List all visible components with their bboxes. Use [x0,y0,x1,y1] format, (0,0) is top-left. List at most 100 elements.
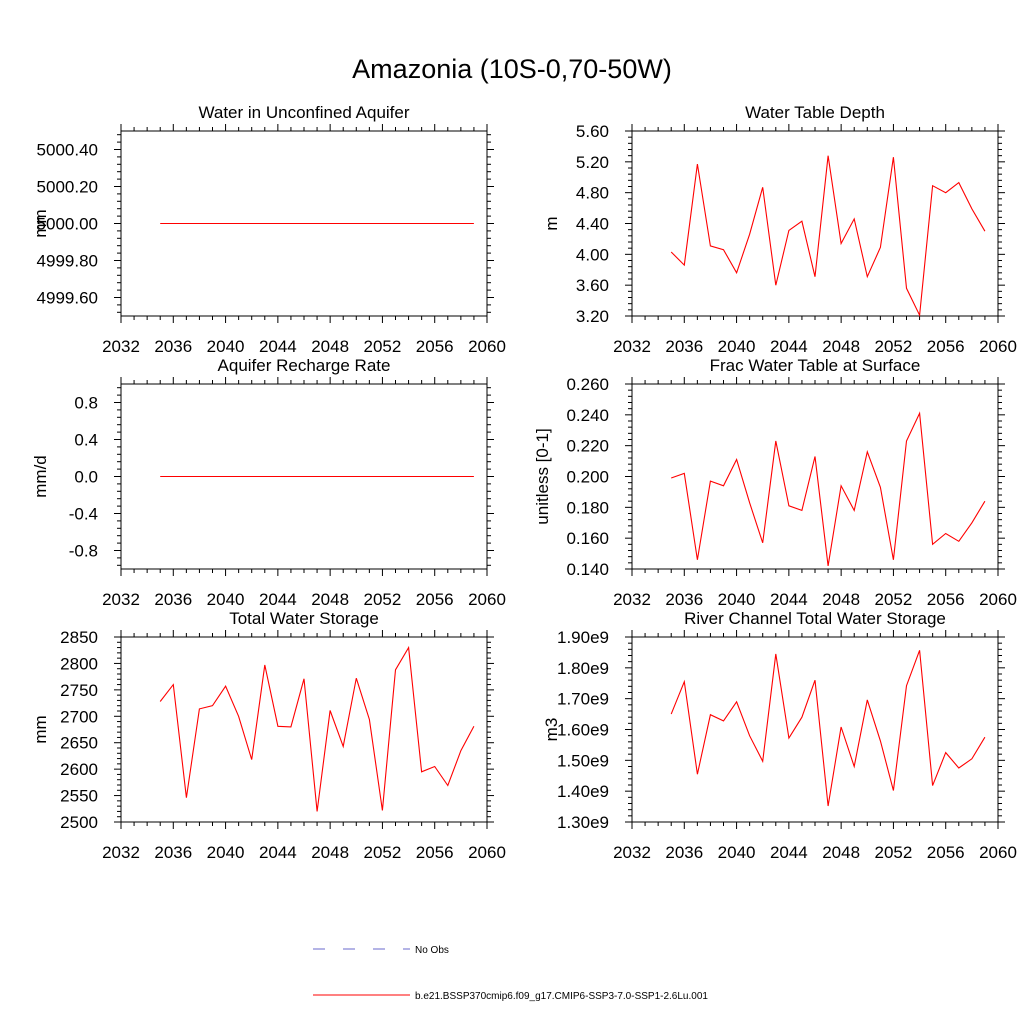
y-tick-label: 0.8 [74,394,98,413]
y-tick-label: 1.90e9 [557,628,609,647]
chart-title: Water Table Depth [745,103,885,122]
x-tick-label: 2044 [259,337,297,356]
y-tick-label: 2600 [60,760,98,779]
x-tick-label: 2052 [364,337,402,356]
x-tick-label: 2044 [259,590,297,609]
x-tick-label: 2036 [154,337,192,356]
y-tick-label: 5000.20 [37,178,98,197]
y-tick-label: -0.8 [69,542,98,561]
x-tick-label: 2036 [665,843,703,862]
page-title: Amazonia (10S-0,70-50W) [352,54,672,84]
chart-title: Total Water Storage [229,609,379,628]
chart-title: Water in Unconfined Aquifer [198,103,409,122]
x-tick-label: 2052 [875,337,913,356]
y-tick-label: 0.260 [566,375,609,394]
y-tick-label: 0.4 [74,431,98,450]
y-axis-label: mm [31,715,50,743]
x-tick-label: 2044 [770,337,808,356]
y-tick-label: 2550 [60,787,98,806]
series-line-1 [670,650,986,807]
x-tick-label: 2040 [207,843,245,862]
x-tick-label: 2036 [154,843,192,862]
x-tick-label: 2040 [718,337,756,356]
x-tick-label: 2056 [927,590,965,609]
x-tick-label: 2056 [927,843,965,862]
plot-frame [631,130,999,317]
x-tick-label: 2048 [822,843,860,862]
y-tick-label: 2500 [60,813,98,832]
x-tick-label: 2044 [259,843,297,862]
y-tick-label: 5.60 [576,122,609,141]
y-tick-label: 0.180 [566,498,609,517]
chart-panel-3: Aquifer Recharge Rate mm/d 2032 2036 2040 204… [31,356,506,609]
y-tick-label: 1.50e9 [557,751,609,770]
x-tick-label: 2052 [875,843,913,862]
x-tick-label: 2060 [979,590,1017,609]
x-tick-label: 2048 [822,337,860,356]
y-tick-label: 1.80e9 [557,659,609,678]
x-tick-label: 2060 [979,337,1017,356]
x-tick-label: 2048 [822,590,860,609]
x-tick-label: 2060 [468,843,506,862]
y-axis-label: mm [31,209,50,237]
y-tick-label: 0.200 [566,468,609,487]
y-tick-label: 5000.00 [37,215,98,234]
y-axis-label: mm/d [31,455,50,498]
series-line-1 [159,645,475,812]
x-tick-label: 2040 [207,590,245,609]
x-tick-label: 2032 [102,843,140,862]
plot-frame [631,636,999,823]
x-tick-label: 2032 [613,590,651,609]
x-tick-label: 2056 [927,337,965,356]
y-tick-label: 4999.60 [37,289,98,308]
x-tick-label: 2052 [364,843,402,862]
legend: No Obs b.e21.BSSP370cmip6.f09_g17.CMIP6-… [313,945,708,1002]
x-tick-label: 2040 [718,843,756,862]
series-line-1 [670,155,986,318]
x-tick-label: 2056 [416,843,454,862]
chart-title: Frac Water Table at Surface [710,356,921,375]
x-tick-label: 2044 [770,843,808,862]
y-axis-label: m3 [542,718,561,742]
y-tick-label: 0.140 [566,560,609,579]
x-tick-label: 2032 [613,337,651,356]
x-tick-label: 2048 [311,590,349,609]
y-tick-label: 4999.80 [37,252,98,271]
x-tick-label: 2036 [154,590,192,609]
chart-panel-5: Total Water Storage mm 2032 2036 2040 2044 204… [31,609,506,862]
plot-frame [120,636,488,823]
x-tick-label: 2040 [718,590,756,609]
y-tick-label: 5.20 [576,153,609,172]
x-tick-label: 2048 [311,337,349,356]
y-axis-label: m [542,216,561,230]
y-tick-label: 1.30e9 [557,813,609,832]
y-tick-label: 2850 [60,628,98,647]
x-tick-label: 2032 [613,843,651,862]
y-tick-label: 4.00 [576,245,609,264]
x-tick-label: 2060 [468,337,506,356]
panels-group: Water in Unconfined Aquifer mm 2032 2036 204… [31,103,1017,862]
y-tick-label: 4.80 [576,184,609,203]
x-tick-label: 2036 [665,337,703,356]
chart-panel-2: Water Table Depth m 2032 2036 2040 2044 2048 20… [542,103,1017,356]
y-tick-label: 1.70e9 [557,690,609,709]
x-tick-label: 2056 [416,337,454,356]
y-tick-label: 0.0 [74,468,98,487]
y-tick-label: 1.60e9 [557,721,609,740]
y-axis-label: unitless [0-1] [533,428,552,524]
chart-title: Aquifer Recharge Rate [218,356,391,375]
x-tick-label: 2032 [102,590,140,609]
x-tick-label: 2052 [875,590,913,609]
chart-panel-1: Water in Unconfined Aquifer mm 2032 2036 204… [31,103,506,356]
x-tick-label: 2048 [311,843,349,862]
y-tick-label: 2700 [60,707,98,726]
series-line-1 [671,411,986,566]
chart-panel-6: River Channel Total Water Storage m3 2032 2… [542,609,1017,862]
legend-model-label: b.e21.BSSP370cmip6.f09_g17.CMIP6-SSP3-7.… [415,991,708,1002]
x-tick-label: 2036 [665,590,703,609]
x-tick-label: 2040 [207,337,245,356]
y-tick-label: 2750 [60,681,98,700]
x-tick-label: 2056 [416,590,454,609]
legend-obs-label: No Obs [415,945,449,956]
